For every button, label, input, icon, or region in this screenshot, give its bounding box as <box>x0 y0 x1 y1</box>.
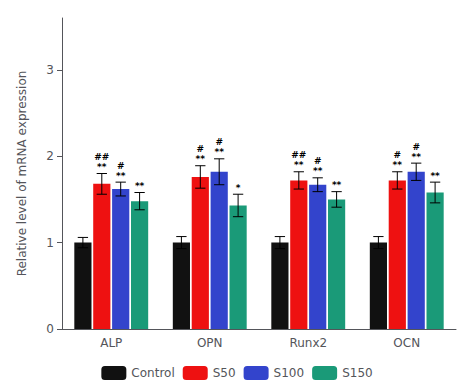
svg-text:**: ** <box>116 171 126 181</box>
svg-text:**: ** <box>196 154 206 164</box>
svg-text:3: 3 <box>46 63 54 77</box>
svg-text:#: # <box>117 161 125 171</box>
svg-text:#: # <box>314 156 322 166</box>
svg-text:Runx2: Runx2 <box>289 336 327 350</box>
svg-text:Relative level of mRNA express: Relative level of mRNA expression <box>15 71 29 277</box>
svg-text:**: ** <box>294 160 304 170</box>
svg-text:**: ** <box>332 180 342 190</box>
svg-text:S100: S100 <box>274 366 305 380</box>
svg-text:**: ** <box>97 162 107 172</box>
svg-text:1: 1 <box>46 236 54 250</box>
svg-text:##: ## <box>94 152 109 162</box>
svg-text:ALP: ALP <box>100 336 122 350</box>
svg-text:S50: S50 <box>213 366 236 380</box>
svg-text:**: ** <box>135 181 145 191</box>
svg-text:2: 2 <box>46 149 54 163</box>
svg-text:0: 0 <box>46 322 54 336</box>
svg-text:Control: Control <box>131 366 174 380</box>
svg-text:**: ** <box>393 160 403 170</box>
svg-text:**: ** <box>214 147 224 157</box>
svg-text:OCN: OCN <box>393 336 420 350</box>
svg-text:#: # <box>394 150 402 160</box>
svg-text:#: # <box>215 137 223 147</box>
svg-text:**: ** <box>411 152 421 162</box>
svg-text:#: # <box>412 142 420 152</box>
svg-text:**: ** <box>313 166 323 176</box>
svg-text:**: ** <box>430 171 440 181</box>
svg-text:##: ## <box>291 150 306 160</box>
svg-text:OPN: OPN <box>197 336 223 350</box>
svg-text:#: # <box>197 144 205 154</box>
svg-text:*: * <box>236 183 241 193</box>
svg-text:S150: S150 <box>342 366 373 380</box>
